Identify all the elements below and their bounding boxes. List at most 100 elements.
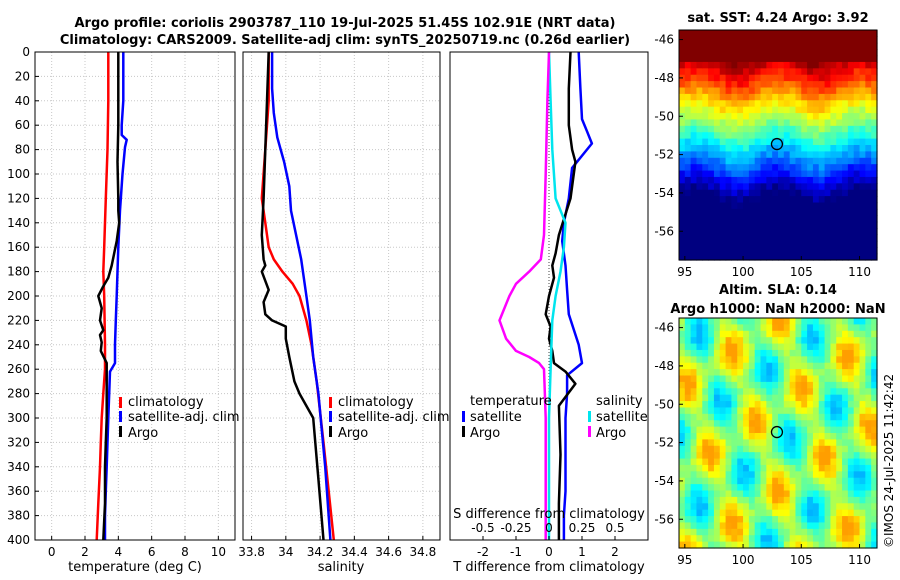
map-cell	[824, 369, 832, 377]
map-cell	[824, 337, 832, 345]
legend-label-s-argo: Argo	[596, 426, 626, 441]
map-cell	[719, 318, 727, 325]
map-cell	[766, 42, 773, 50]
map-cell	[702, 234, 709, 242]
map-cell	[690, 503, 698, 511]
map-cell	[708, 413, 715, 421]
map-cell	[847, 528, 855, 536]
y-tick-label: -52	[654, 148, 674, 162]
map-cell	[702, 388, 709, 396]
map-cell	[807, 49, 814, 57]
map-cell	[847, 145, 855, 152]
map-cell	[713, 369, 721, 377]
map-cell	[748, 30, 756, 37]
map-cell	[708, 100, 715, 108]
map-cell	[865, 381, 872, 389]
map-cell	[684, 324, 692, 332]
map-cell	[830, 464, 837, 472]
map-cell	[795, 516, 802, 524]
map-cell	[754, 401, 762, 409]
map-cell	[795, 394, 802, 402]
map-cell	[836, 215, 843, 223]
map-cell	[812, 522, 820, 530]
map-cell	[830, 87, 837, 95]
map-cell	[696, 318, 703, 325]
map-cell	[754, 74, 762, 82]
map-cell	[748, 509, 756, 517]
map-cell	[865, 324, 872, 332]
map-cell	[772, 503, 779, 511]
map-cell	[696, 74, 703, 82]
map-cell	[719, 535, 727, 543]
map-cell	[719, 176, 727, 184]
map-cell	[865, 318, 872, 325]
map-cell	[795, 522, 802, 530]
map-cell	[778, 375, 785, 383]
t-difference-xlabel: T difference from climatology	[452, 560, 645, 575]
map-cell	[713, 330, 721, 338]
map-cell	[847, 516, 855, 524]
map-cell	[783, 132, 791, 140]
map-cell	[772, 496, 779, 504]
map-cell	[760, 477, 767, 485]
map-cell	[801, 394, 808, 402]
map-cell	[853, 93, 861, 101]
map-cell	[824, 125, 832, 133]
map-cell	[690, 413, 698, 421]
map-cell	[708, 61, 715, 69]
map-cell	[812, 208, 820, 216]
map-cell	[748, 535, 756, 543]
map-cell	[690, 119, 698, 127]
map-cell	[766, 87, 773, 95]
map-cell	[795, 420, 802, 428]
map-cell	[690, 221, 698, 229]
map-cell	[719, 458, 727, 466]
map-cell	[853, 49, 861, 57]
map-cell	[865, 535, 872, 543]
map-cell	[772, 183, 779, 191]
map-cell	[812, 420, 820, 428]
map-cell	[795, 509, 802, 517]
map-cell	[807, 490, 814, 498]
map-cell	[818, 324, 826, 332]
map-cell	[778, 324, 785, 332]
map-cell	[679, 61, 686, 69]
map-cell	[795, 125, 802, 133]
map-cell	[737, 74, 744, 82]
map-cell	[766, 215, 773, 223]
map-cell	[871, 176, 878, 184]
map-cell	[807, 452, 814, 460]
map-cell	[807, 420, 814, 428]
map-cell	[836, 74, 843, 82]
y-tick-label: 160	[7, 240, 30, 254]
map-cell	[812, 458, 820, 466]
map-cell	[847, 452, 855, 460]
map-cell	[748, 522, 756, 530]
map-cell	[766, 445, 773, 453]
map-cell	[853, 464, 861, 472]
map-cell	[830, 61, 837, 69]
map-cell	[731, 151, 738, 159]
map-cell	[824, 68, 832, 76]
map-cell	[760, 125, 767, 133]
map-cell	[713, 170, 721, 178]
map-cell	[871, 228, 878, 236]
map-cell	[801, 426, 808, 434]
map-cell	[684, 42, 692, 50]
map-cell	[871, 401, 878, 409]
map-cell	[696, 375, 703, 383]
map-cell	[713, 240, 721, 248]
map-cell	[702, 484, 709, 492]
map-cell	[830, 196, 837, 204]
map-cell	[807, 119, 814, 127]
map-cell	[708, 394, 715, 402]
map-cell	[708, 375, 715, 383]
sla-map-title-line1: Altim. SLA: 0.14	[719, 283, 837, 298]
map-cell	[778, 36, 785, 44]
map-cell	[801, 509, 808, 517]
map-cell	[818, 522, 826, 530]
map-cell	[719, 445, 727, 453]
map-cell	[772, 516, 779, 524]
map-cell	[778, 337, 785, 345]
map-cell	[772, 464, 779, 472]
